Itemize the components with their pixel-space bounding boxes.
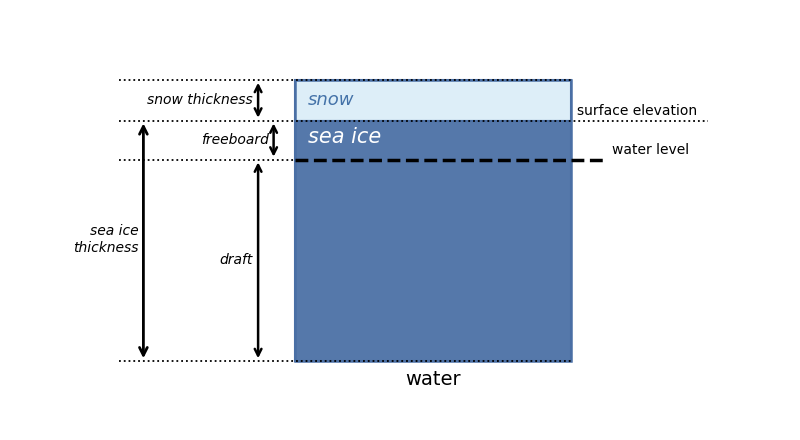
Bar bbox=[295, 80, 571, 121]
Text: freeboard: freeboard bbox=[201, 133, 269, 147]
Text: snow thickness: snow thickness bbox=[147, 93, 253, 107]
Bar bbox=[295, 121, 571, 361]
Text: water level: water level bbox=[611, 143, 689, 157]
Text: snow: snow bbox=[308, 91, 354, 109]
Text: draft: draft bbox=[220, 253, 253, 268]
Text: thickness: thickness bbox=[73, 241, 138, 255]
Text: sea ice: sea ice bbox=[308, 127, 381, 147]
Bar bbox=[295, 80, 571, 361]
Text: sea ice: sea ice bbox=[90, 224, 138, 238]
Text: water: water bbox=[406, 370, 461, 389]
Text: surface elevation: surface elevation bbox=[578, 104, 698, 118]
